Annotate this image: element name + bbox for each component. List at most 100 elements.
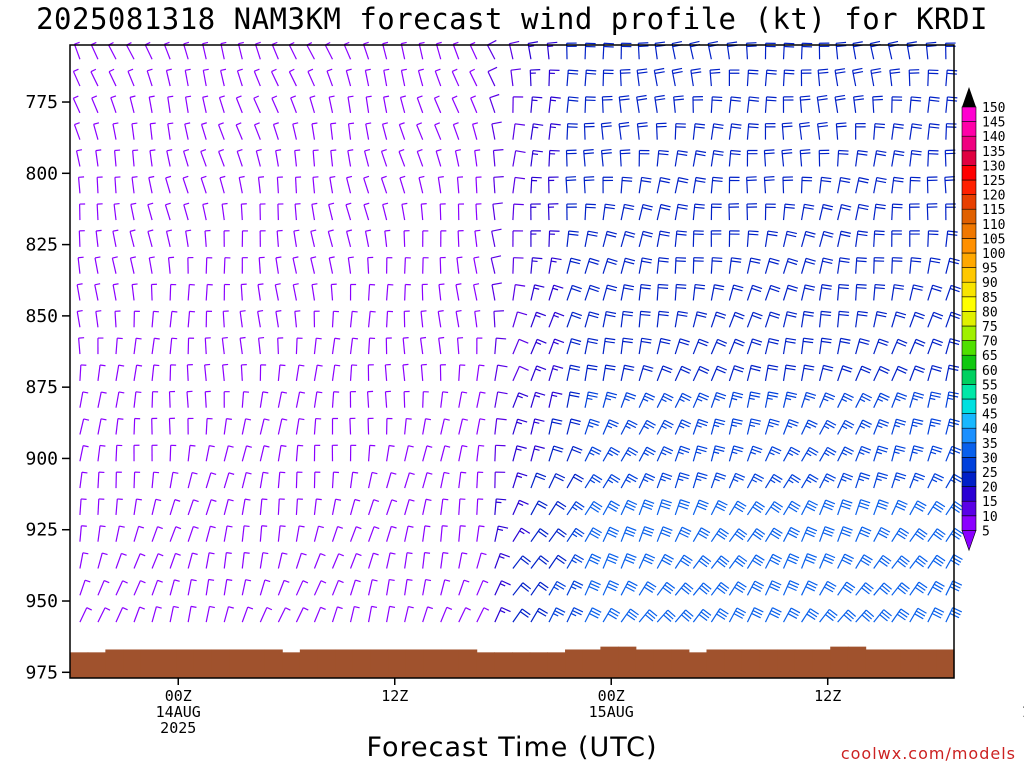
wind-barb [819, 176, 832, 194]
wind-barb [422, 445, 433, 462]
wind-barb [636, 68, 648, 87]
wind-barb [239, 310, 246, 328]
wind-barb [873, 419, 890, 435]
wind-barb [926, 203, 938, 221]
colorbar-segment [961, 223, 977, 239]
wind-barb [692, 418, 709, 435]
wind-barb [566, 391, 580, 408]
wind-barb [781, 122, 793, 140]
wind-barb [331, 417, 339, 435]
wind-barb [548, 284, 564, 301]
wind-barb [512, 499, 529, 516]
wind-barb [566, 580, 584, 596]
wind-barb [311, 202, 318, 221]
wind-barb [873, 392, 890, 408]
wind-barb [494, 606, 511, 623]
wind-barb [494, 337, 507, 355]
wind-barb [873, 123, 885, 140]
wind-barb [620, 419, 638, 435]
wind-barb [349, 283, 357, 301]
colorbar-segment [961, 398, 977, 414]
wind-barb [277, 471, 286, 489]
wind-barb [202, 68, 209, 87]
wind-barb [223, 230, 230, 247]
wind-barb [458, 471, 467, 489]
wind-barb [131, 283, 138, 301]
wind-barb [512, 230, 524, 247]
terrain-column [458, 649, 478, 678]
terrain-column [370, 649, 389, 678]
wind-barb [272, 122, 279, 140]
wind-barb [602, 310, 617, 328]
wind-barb [837, 149, 849, 167]
colorbar-label: 120 [982, 189, 1005, 204]
wind-barb [692, 365, 710, 382]
wind-barb [816, 94, 828, 113]
wind-barb [422, 525, 431, 542]
wind-barb [584, 527, 602, 543]
wind-barb [746, 607, 764, 623]
wind-barb [584, 391, 599, 408]
wind-barb [204, 390, 211, 408]
wind-barb [312, 149, 319, 167]
wind-barb [149, 122, 156, 140]
wind-barb [72, 68, 81, 87]
wind-barb [746, 473, 764, 489]
wind-barb [169, 471, 179, 489]
wind-barb [530, 284, 545, 301]
wind-barb [891, 582, 910, 596]
wind-barb [440, 552, 449, 569]
y-tick-label: 925 [25, 520, 58, 541]
wind-barb [331, 525, 344, 542]
wind-barb [512, 582, 532, 596]
wind-barb [259, 418, 270, 435]
wind-barb [184, 68, 191, 87]
wind-barb [620, 473, 638, 489]
wind-barb [491, 228, 502, 247]
wind-barb [909, 230, 920, 247]
wind-barb [782, 203, 796, 221]
wind-barb [328, 256, 335, 274]
wind-barb [295, 418, 305, 435]
wind-barb [656, 581, 676, 596]
wind-barb [548, 473, 566, 489]
wind-barb [638, 337, 652, 355]
wind-barb [638, 176, 652, 194]
wind-barb [855, 150, 868, 167]
wind-barb [238, 175, 245, 194]
wind-barb [476, 471, 484, 489]
wind-barb [512, 96, 524, 113]
credit-link[interactable]: coolwx.com/models [840, 744, 1016, 763]
wind-barb [530, 365, 547, 382]
wind-barb [512, 527, 531, 543]
wind-barb [148, 175, 155, 194]
wind-barb [169, 579, 180, 596]
wind-barb [783, 474, 801, 489]
wind-barb [801, 580, 818, 596]
wind-barb [187, 605, 197, 623]
plot-frame [69, 44, 955, 679]
wind-barb [782, 607, 801, 623]
colorbar-label: 45 [982, 408, 998, 423]
wind-barb [817, 68, 829, 87]
wind-barb [186, 364, 193, 381]
wind-barb [295, 471, 303, 489]
wind-barb [746, 580, 764, 596]
wind-barb [873, 582, 892, 596]
wind-barb [91, 95, 99, 114]
wind-barb [891, 555, 910, 569]
wind-barb [927, 418, 942, 435]
wind-barb [253, 68, 261, 87]
colorbar-label: 140 [982, 130, 1005, 145]
colorbar-label: 55 [982, 378, 998, 393]
wind-barb [418, 175, 425, 194]
wind-barb [329, 175, 336, 194]
wind-barb [620, 310, 634, 328]
terrain-column [759, 649, 778, 678]
wind-barb [223, 283, 230, 301]
wind-barb [837, 176, 851, 194]
wind-barb [474, 149, 481, 167]
wind-barb [566, 501, 585, 516]
wind-barb [183, 41, 190, 60]
wind-barb [147, 202, 154, 221]
